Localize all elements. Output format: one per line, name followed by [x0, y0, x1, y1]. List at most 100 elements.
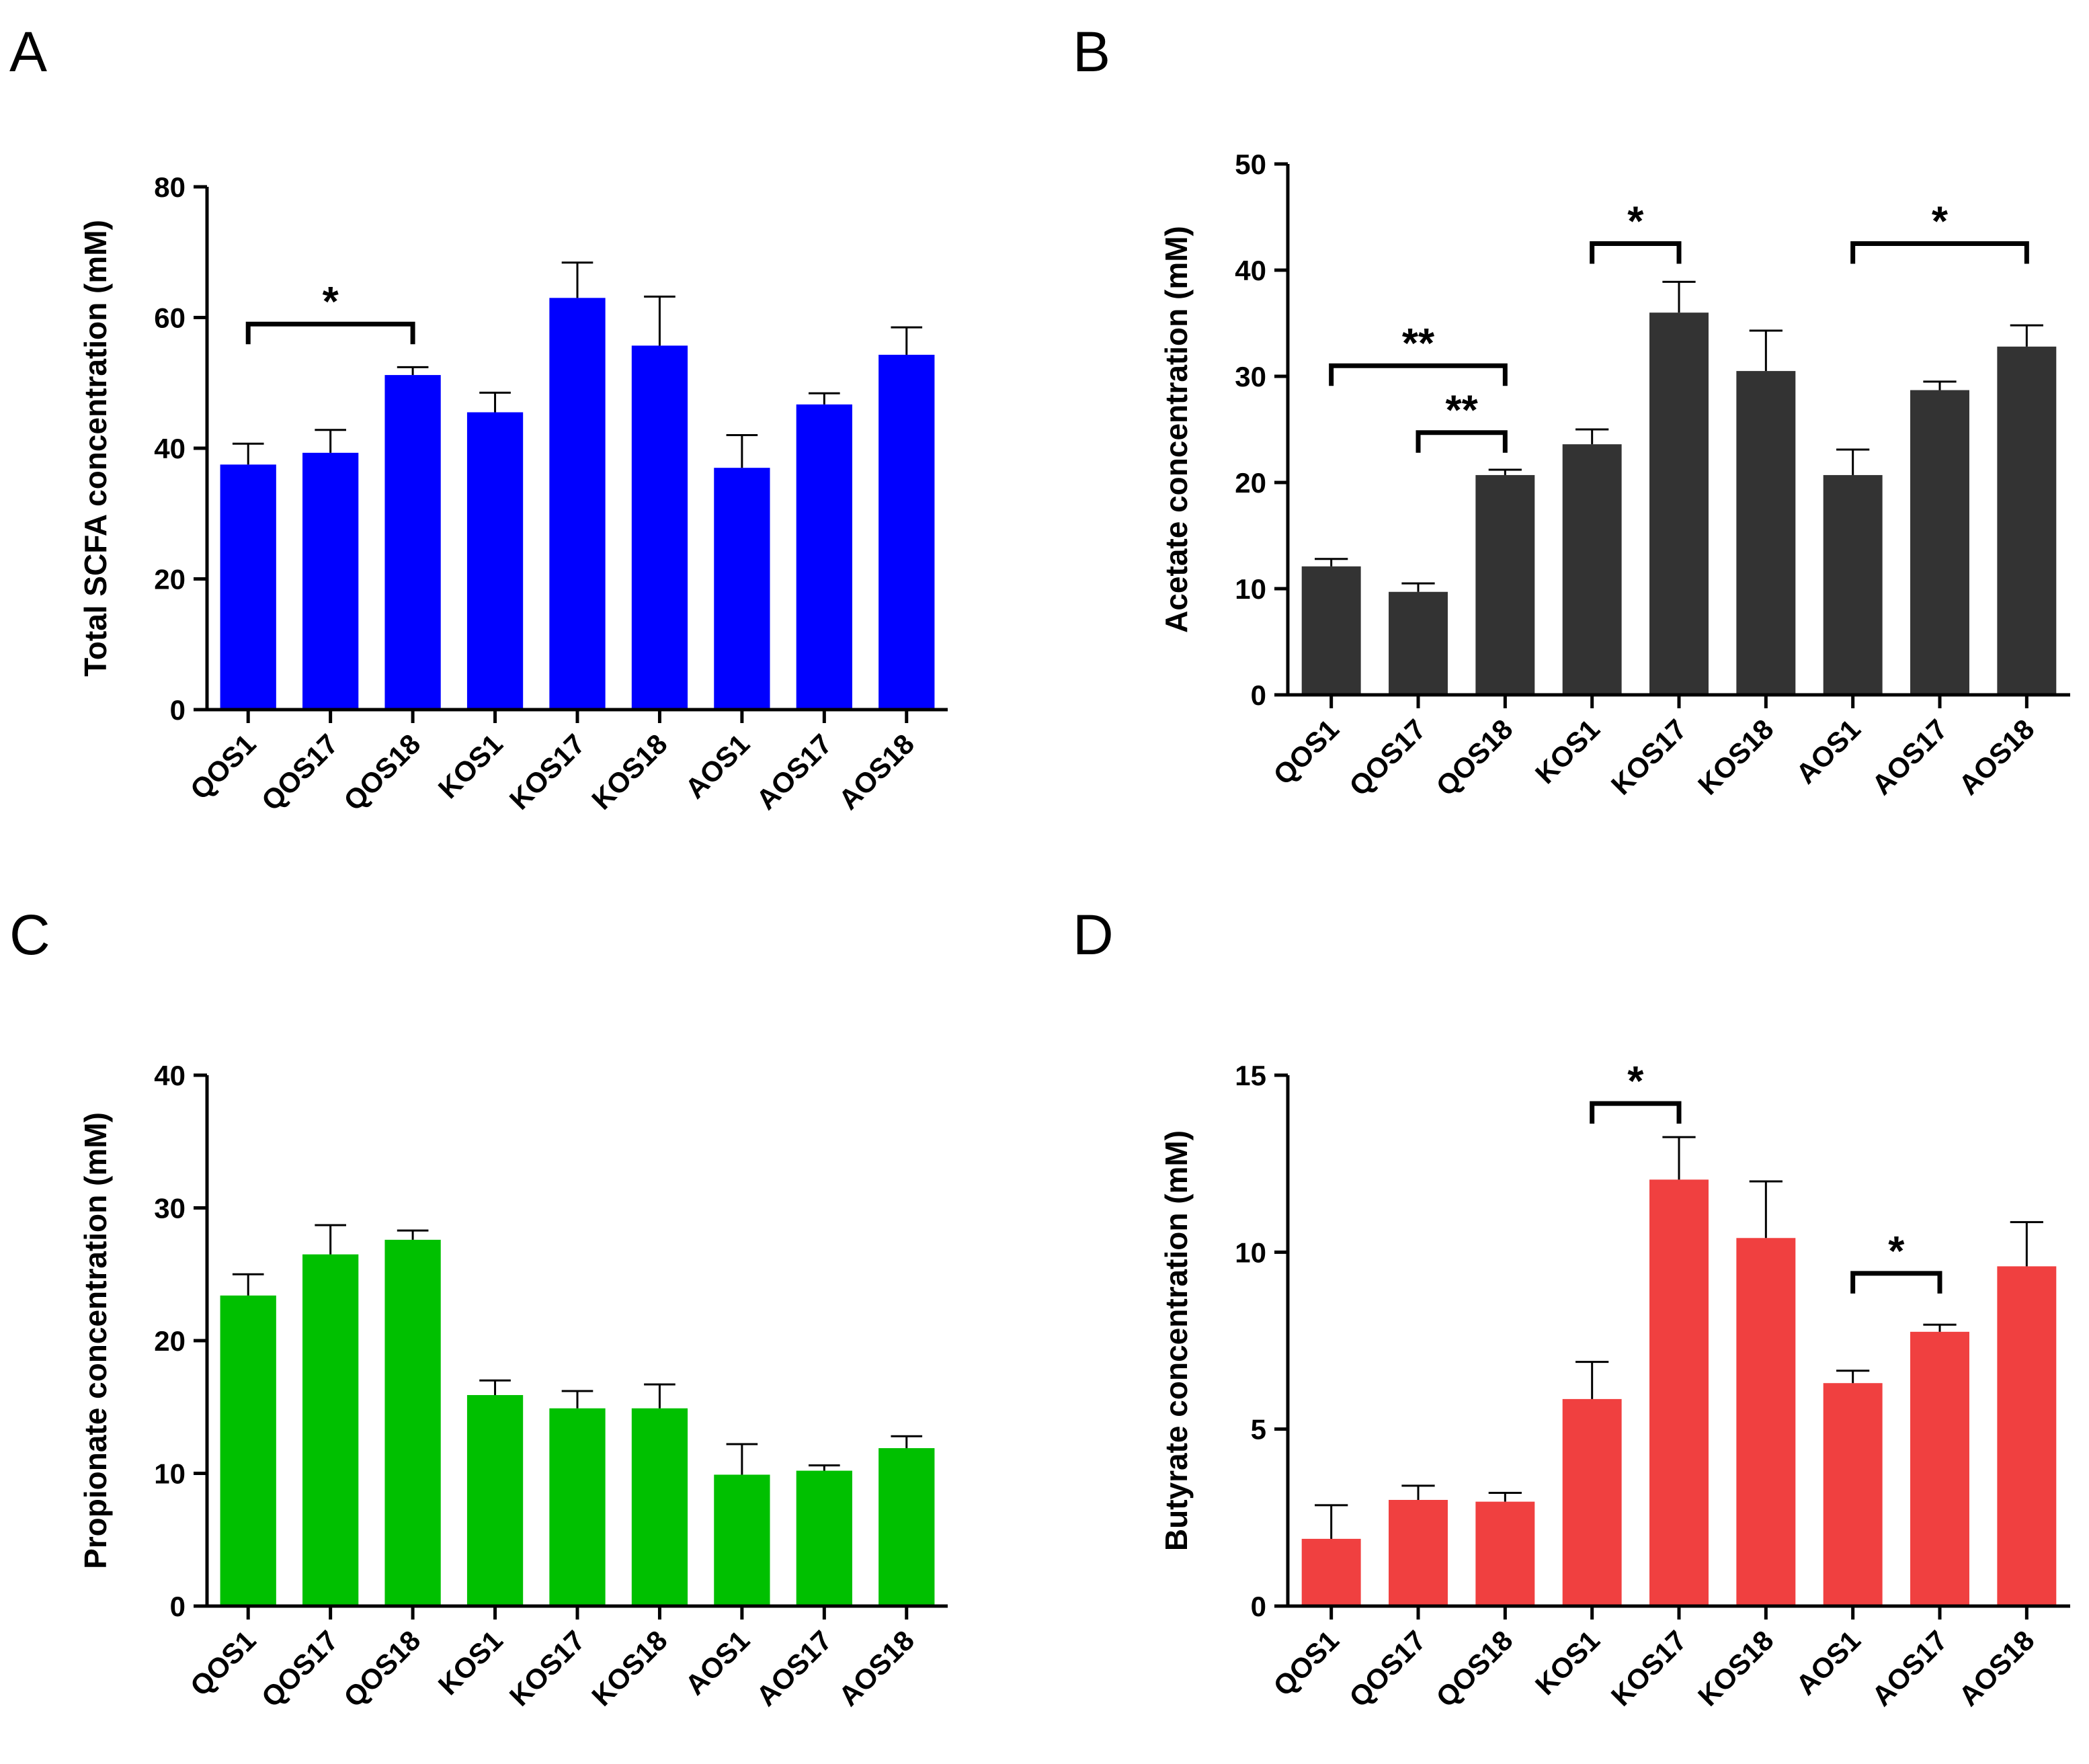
bar-qos18	[384, 1239, 441, 1606]
bar-aos17	[1910, 1331, 1969, 1606]
bar-kos1	[1562, 1398, 1622, 1606]
x-tick-label: KOS1	[432, 1624, 509, 1701]
x-tick-label: QOS17	[1343, 1624, 1432, 1713]
significance-label: **	[1446, 388, 1479, 434]
error-bar	[2010, 1221, 2043, 1267]
x-tick-label: QOS17	[255, 1624, 344, 1713]
bar-kos1	[466, 1394, 524, 1606]
error-bar	[1488, 1491, 1522, 1502]
significance-label: *	[323, 279, 339, 325]
error-bar	[1575, 1361, 1609, 1399]
x-tick-label: KOS18	[1692, 713, 1780, 801]
bar-kos18	[1736, 371, 1796, 695]
bracket-line	[1850, 1271, 1942, 1294]
error-bar	[2010, 324, 2043, 347]
error-bar	[1662, 1136, 1696, 1180]
x-tick-label: KOS1	[1529, 1624, 1606, 1701]
x-tick-label: KOS17	[503, 1624, 591, 1712]
bar-aos1	[1823, 474, 1883, 695]
y-axis-label: Total SCFA concentration (mM)	[78, 220, 113, 677]
error-bar	[644, 295, 675, 346]
error-bar	[809, 1464, 840, 1471]
bar-kos17	[1649, 1179, 1709, 1606]
x-tick-label: AOS18	[833, 728, 921, 816]
y-tick-label: 20	[1235, 467, 1266, 499]
x-tick-label: QOS18	[1430, 1624, 1518, 1713]
bar-aos17	[796, 1470, 852, 1606]
bar-kos18	[631, 1408, 688, 1606]
x-tick-label: AOS18	[1953, 713, 2041, 801]
error-bar	[726, 434, 758, 468]
significance-bracket: *	[1590, 1058, 1682, 1124]
bar-qos1	[220, 1295, 276, 1606]
significance-bracket: **	[1416, 388, 1508, 453]
x-tick-label: KOS17	[503, 728, 591, 816]
error-bar	[1401, 1484, 1435, 1500]
x-tick-label: AOS17	[1866, 1624, 1954, 1712]
significance-label: **	[1402, 321, 1435, 367]
x-tick-label: AOS1	[1790, 1624, 1867, 1701]
error-bar	[479, 1379, 511, 1395]
bar-qos1	[1301, 566, 1361, 695]
y-tick-label: 60	[154, 302, 186, 334]
x-tick-label: QOS1	[184, 1624, 262, 1702]
panel-a: A Total SCFA concentration (mM) 0 20 40 60 8…	[9, 20, 948, 816]
bar-kos1	[1562, 444, 1622, 695]
error-bar	[1315, 1504, 1348, 1539]
x-tick-label: AOS17	[750, 1624, 838, 1712]
panel-d: D Butyrate concentration (mM) 0 5 10 15 QOS1…	[1073, 903, 2070, 1713]
significance-bracket: *	[1850, 199, 2029, 264]
y-tick-label: 20	[154, 564, 186, 595]
x-tick-label: AOS1	[679, 1624, 755, 1701]
y-axis-label: Propionate concentration (mM)	[78, 1112, 113, 1569]
y-tick-label: 80	[154, 171, 186, 203]
bar-qos17	[302, 452, 359, 710]
x-tick-label: AOS18	[833, 1624, 921, 1712]
error-bar	[1401, 582, 1435, 592]
error-bar	[1488, 468, 1522, 475]
bar-kos17	[549, 298, 606, 710]
y-tick-label: 0	[1251, 679, 1266, 711]
x-tick-label: QOS18	[337, 728, 426, 816]
x-tick-label: AOS17	[1866, 713, 1954, 801]
x-tick-label: QOS1	[1267, 713, 1345, 791]
bar-qos17	[1389, 1500, 1448, 1606]
error-bar	[479, 391, 511, 413]
bar-aos1	[1823, 1383, 1883, 1606]
bracket-line	[245, 321, 415, 345]
error-bar	[891, 326, 923, 355]
bar-qos17	[1389, 591, 1448, 695]
bar-aos17	[796, 404, 852, 710]
bar-aos18	[1997, 346, 2057, 695]
error-bar	[1575, 428, 1609, 445]
bar-qos18	[1475, 1501, 1535, 1606]
error-bar	[1836, 448, 1870, 475]
y-tick-label: 40	[1235, 255, 1266, 286]
x-tick-label: AOS18	[1953, 1624, 2041, 1712]
error-bar	[891, 1435, 923, 1448]
y-axis-label: Acetate concentration (mM)	[1159, 226, 1194, 633]
bar-aos1	[714, 468, 770, 710]
bar-aos18	[878, 1447, 935, 1606]
x-tick-label: QOS18	[337, 1624, 426, 1713]
y-tick-label: 10	[1235, 1236, 1266, 1268]
bar-qos1	[220, 464, 276, 710]
x-tick-label: AOS1	[679, 728, 755, 804]
error-bar	[1662, 280, 1696, 313]
y-tick-label: 30	[154, 1193, 186, 1224]
x-tick-label: AOS17	[750, 728, 838, 816]
y-tick-label: 40	[154, 433, 186, 464]
x-tick-label: KOS17	[1605, 713, 1693, 801]
y-tick-label: 50	[1235, 149, 1266, 180]
bar-kos18	[1736, 1238, 1796, 1606]
error-bar	[232, 442, 264, 465]
significance-label: *	[1627, 199, 1644, 245]
panel-letter-b: B	[1073, 20, 1110, 83]
x-tick-label: QOS17	[1343, 713, 1432, 802]
error-bar	[397, 1229, 429, 1240]
y-tick-label: 5	[1251, 1414, 1266, 1445]
